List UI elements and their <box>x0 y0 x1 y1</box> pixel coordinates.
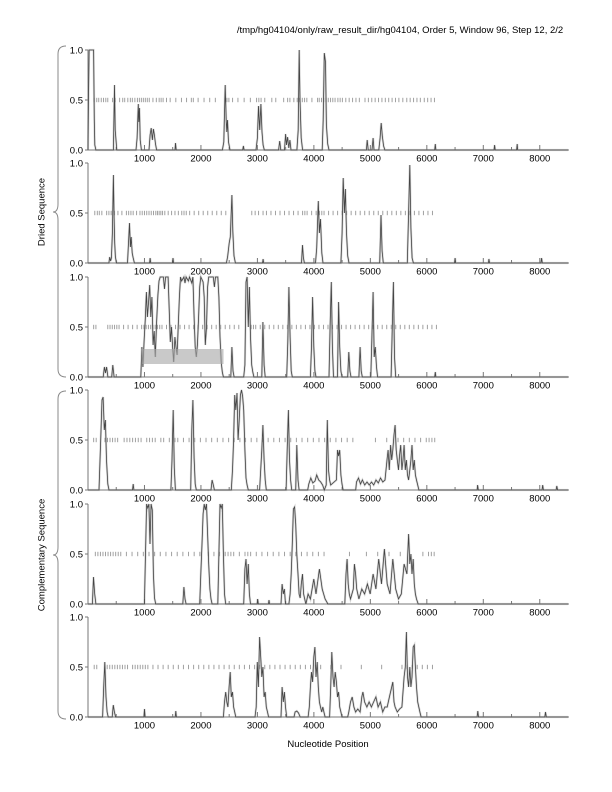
x-tick-label: 2000 <box>190 267 211 278</box>
signal-curve <box>88 631 568 718</box>
x-tick-label: 3000 <box>247 721 268 732</box>
x-tick-label: 8000 <box>529 608 550 619</box>
x-tick-label: 1000 <box>134 494 155 505</box>
x-tick-label: 3000 <box>247 494 268 505</box>
x-tick-label: 7000 <box>473 721 494 732</box>
y-tick-label: 1.0 <box>70 612 83 623</box>
x-tick-label: 3000 <box>247 154 268 165</box>
x-tick-label: 1000 <box>134 608 155 619</box>
y-tick-label: 0.5 <box>70 549 83 560</box>
x-axis-title: Nucleotide Position <box>287 739 369 750</box>
x-tick-label: 5000 <box>360 721 381 732</box>
subplot-dried-3: 0.0 0.5 1.0 1000 2000 3000 4000 5000 6000 7000 800… <box>70 272 569 392</box>
y-tick-label: 1.0 <box>70 158 83 169</box>
signal-curve <box>87 49 568 151</box>
signal-curve <box>88 503 568 605</box>
y-tick-label: 0.5 <box>70 208 83 219</box>
subplot-dried-2: 0.0 0.5 1.0 1000 2000 3000 4000 5000 6000 7000 800… <box>70 158 569 278</box>
x-tick-label: 4000 <box>303 154 324 165</box>
x-tick-label: 5000 <box>360 267 381 278</box>
y-tick-label: 0.5 <box>70 95 83 106</box>
x-tick-label: 6000 <box>416 154 437 165</box>
x-tick-label: 4000 <box>303 381 324 392</box>
subplot-complementary-3: 0.0 0.5 1.0 1000 2000 3000 4000 5000 6000 7000 800… <box>70 612 569 732</box>
signal-curve-halo <box>88 631 568 719</box>
x-tick-label: 3000 <box>247 608 268 619</box>
subplot-complementary-2: 0.0 0.5 1.0 1000 2000 3000 4000 5000 6000 7000 800… <box>70 499 569 619</box>
y-tick-label: 1.0 <box>70 499 83 510</box>
y-tick-label: 0.0 <box>70 372 83 383</box>
x-tick-label: 1000 <box>134 381 155 392</box>
x-tick-label: 7000 <box>473 494 494 505</box>
subplot-complementary-1: 0.0 0.5 1.0 1000 2000 3000 4000 5000 6000 7000 800… <box>70 385 569 505</box>
x-tick-label: 4000 <box>303 608 324 619</box>
y-tick-label: 0.0 <box>70 599 83 610</box>
x-tick-label: 3000 <box>247 381 268 392</box>
x-tick-label: 5000 <box>360 154 381 165</box>
signal-curve <box>88 275 568 378</box>
y-tick-label: 0.0 <box>70 258 83 269</box>
x-tick-label: 1000 <box>134 721 155 732</box>
x-tick-label: 4000 <box>303 494 324 505</box>
x-tick-label: 7000 <box>473 608 494 619</box>
x-tick-label: 1000 <box>134 267 155 278</box>
x-tick-label: 6000 <box>416 381 437 392</box>
x-tick-label: 5000 <box>360 608 381 619</box>
figure-title: /tmp/hg04104/only/raw_result_dir/hg04104… <box>236 25 564 36</box>
y-tick-label: 1.0 <box>70 272 83 283</box>
x-tick-label: 6000 <box>416 721 437 732</box>
x-tick-label: 2000 <box>190 381 211 392</box>
signal-curve <box>88 389 568 492</box>
x-tick-label: 8000 <box>529 494 550 505</box>
group-label-dried: Dried Sequence <box>36 177 48 247</box>
x-tick-label: 3000 <box>247 267 268 278</box>
x-tick-label: 1000 <box>134 154 155 165</box>
y-tick-label: 0.0 <box>70 712 83 723</box>
y-tick-label: 0.0 <box>70 145 83 156</box>
x-tick-label: 6000 <box>416 494 437 505</box>
x-tick-label: 8000 <box>529 381 550 392</box>
x-tick-label: 7000 <box>473 267 494 278</box>
y-tick-label: 0.0 <box>70 485 83 496</box>
x-tick-label: 4000 <box>303 267 324 278</box>
x-tick-label: 2000 <box>190 608 211 619</box>
x-tick-label: 7000 <box>473 381 494 392</box>
x-tick-label: 2000 <box>190 494 211 505</box>
x-tick-label: 5000 <box>360 494 381 505</box>
x-tick-label: 8000 <box>529 154 550 165</box>
y-tick-label: 0.5 <box>70 322 83 333</box>
x-tick-label: 8000 <box>529 721 550 732</box>
x-tick-label: 8000 <box>529 267 550 278</box>
y-tick-label: 1.0 <box>70 45 83 56</box>
x-tick-label: 6000 <box>416 267 437 278</box>
highlight-region <box>141 349 224 364</box>
signal-curve-halo <box>88 164 568 265</box>
subplot-dried-1: 0.0 0.5 1.0 1000 2000 3000 4000 5000 6000 7000 800… <box>70 45 569 165</box>
x-tick-label: 7000 <box>473 154 494 165</box>
axis-lines <box>87 617 569 718</box>
group-label-complementary: Complementary Sequence <box>36 498 48 612</box>
x-tick-label: 5000 <box>360 381 381 392</box>
y-tick-label: 0.5 <box>70 435 83 446</box>
x-tick-label: 2000 <box>190 154 211 165</box>
x-tick-label: 4000 <box>303 721 324 732</box>
y-tick-label: 1.0 <box>70 385 83 396</box>
y-tick-label: 0.5 <box>70 662 83 673</box>
signal-curve <box>88 164 568 264</box>
x-tick-label: 6000 <box>416 608 437 619</box>
x-tick-label: 2000 <box>190 721 211 732</box>
